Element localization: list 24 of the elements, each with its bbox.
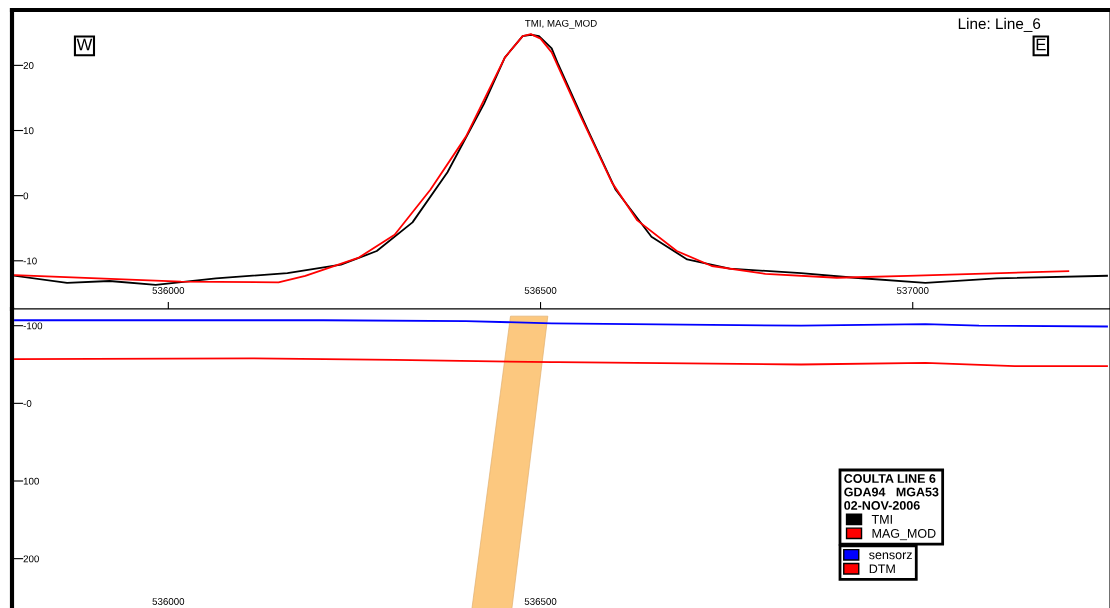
x-tick-label: 536500 (524, 287, 557, 294)
x-tick-label: 537000 (896, 287, 929, 294)
annotation: E (1036, 38, 1046, 51)
legend-label: sensorz (869, 552, 912, 560)
y-tick-label: 20 (23, 62, 34, 69)
legend-title: COULTA LINE 6 GDA94 MGA53 02-NOV-2006 (844, 474, 939, 510)
line-series (14, 357, 1108, 367)
x-tick-label: 536000 (152, 598, 185, 605)
y-tick-label: -100 (23, 322, 43, 330)
y-tick-label: 200 (23, 555, 39, 563)
y-tick-label: -0 (23, 400, 32, 407)
y-tick-label: -10 (23, 257, 37, 265)
y-tick-label: 0 (23, 192, 29, 200)
line-series (14, 319, 1108, 328)
text: TMI, MAG_MOD (525, 19, 597, 29)
legend-label: TMI (871, 515, 892, 524)
x-tick-label: 536500 (524, 598, 557, 605)
x-tick-label: 536000 (152, 287, 185, 294)
y-tick-label: 10 (23, 127, 34, 135)
legend-label: DTM (869, 564, 895, 574)
legend-label: MAG_MOD (872, 528, 936, 541)
annotation: Line: Line_6 (958, 17, 1041, 32)
annotation: W (76, 38, 93, 51)
y-tick-label: 100 (23, 477, 39, 485)
